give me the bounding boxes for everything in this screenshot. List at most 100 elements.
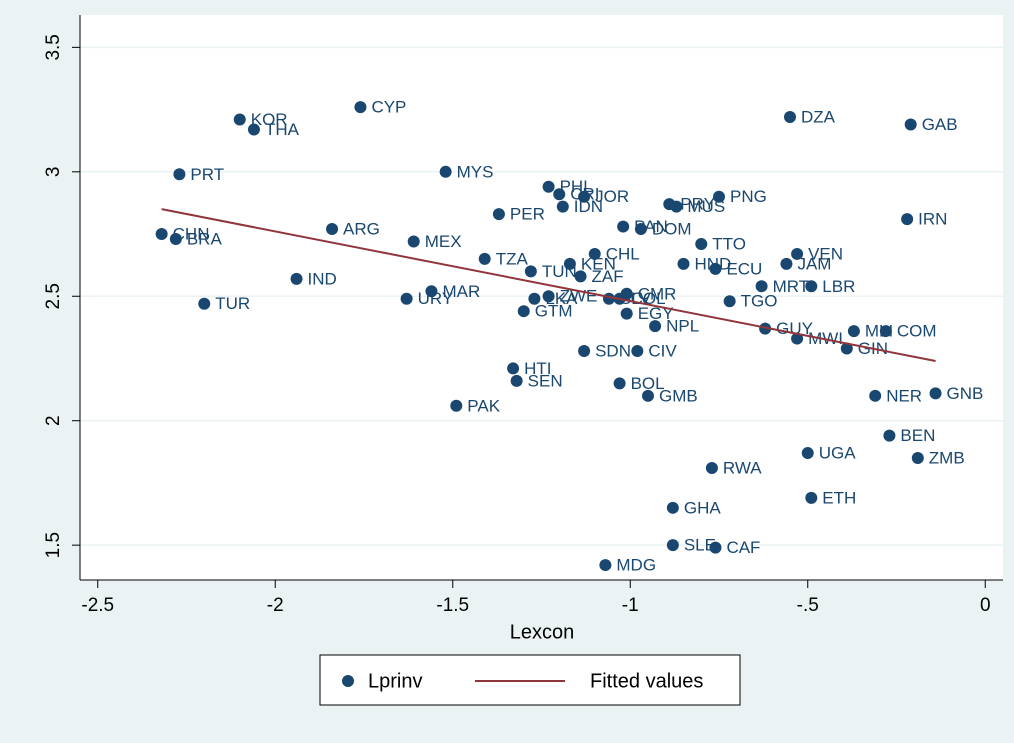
- point: [542, 290, 555, 303]
- point-label: MYS: [457, 162, 494, 181]
- point: [400, 292, 413, 305]
- point: [869, 389, 882, 402]
- point: [599, 559, 612, 572]
- point-label: DOM: [652, 220, 692, 239]
- legend-label: Lprinv: [368, 670, 422, 692]
- point-label: MUS: [687, 197, 725, 216]
- point-label: CAF: [726, 538, 760, 557]
- point: [233, 113, 246, 126]
- point-label: ECU: [726, 259, 762, 278]
- point: [713, 190, 725, 203]
- point: [805, 491, 818, 504]
- point: [879, 325, 892, 338]
- plot-region: [80, 15, 1003, 580]
- y-tick-label: 3.5: [43, 34, 64, 60]
- point-label: CIV: [648, 341, 677, 360]
- point-label: PAK: [467, 396, 500, 415]
- point-label: GTM: [535, 302, 573, 321]
- point-label: UGA: [819, 444, 857, 463]
- point: [563, 257, 576, 270]
- point: [791, 247, 804, 260]
- y-tick-label: 3: [43, 167, 64, 178]
- legend-marker: [342, 675, 354, 687]
- x-axis-title: Lexcon: [510, 621, 575, 643]
- point-label: TGO: [741, 292, 778, 311]
- x-tick-label: -1.5: [436, 595, 469, 616]
- point: [542, 180, 555, 193]
- point-label: DZA: [801, 108, 836, 127]
- point: [354, 101, 367, 114]
- point: [617, 220, 630, 233]
- point: [173, 168, 186, 181]
- point-label: MAR: [442, 282, 480, 301]
- point: [198, 297, 211, 310]
- point: [801, 447, 814, 460]
- point: [407, 235, 420, 248]
- point: [634, 223, 647, 236]
- point: [649, 320, 662, 333]
- fit-line: [161, 208, 936, 362]
- point-label: PRY: [680, 195, 715, 214]
- point-label: MEX: [425, 232, 462, 251]
- point-label: KEN: [581, 254, 616, 273]
- point: [666, 539, 679, 552]
- point: [723, 295, 736, 308]
- point: [578, 190, 591, 203]
- point-label: SDN: [595, 341, 631, 360]
- point-label: CMR: [638, 284, 677, 303]
- point: [642, 389, 654, 402]
- point: [574, 270, 587, 283]
- point: [780, 257, 793, 270]
- point: [450, 399, 463, 412]
- point: [524, 265, 537, 278]
- point-label: CYP: [371, 98, 406, 117]
- point: [911, 452, 924, 465]
- point: [478, 252, 491, 265]
- point: [439, 165, 452, 178]
- point-label: EGY: [638, 304, 674, 323]
- point: [492, 208, 505, 221]
- point-label: TUR: [215, 294, 250, 313]
- point-label: SEN: [528, 371, 563, 390]
- point-label: GNB: [947, 384, 984, 403]
- point-label: ZAF: [592, 267, 624, 286]
- point: [602, 292, 615, 305]
- point-label: KOR: [251, 110, 288, 129]
- point-label: CHL: [606, 244, 640, 263]
- point: [631, 345, 644, 358]
- point-label: GMB: [659, 386, 698, 405]
- point-label: PNG: [730, 187, 767, 206]
- x-tick-label: -.5: [797, 595, 819, 616]
- point-label: NPL: [666, 317, 699, 336]
- point-label: BRA: [187, 229, 223, 248]
- point-label: RWA: [723, 458, 762, 477]
- point-label: ZWE: [560, 287, 598, 306]
- point-label: MDG: [616, 556, 656, 575]
- point-label: BEN: [900, 426, 935, 445]
- x-tick-label: -2: [267, 595, 284, 616]
- point-label: IND: [308, 269, 337, 288]
- point: [805, 280, 818, 293]
- point: [155, 228, 168, 241]
- point: [755, 280, 768, 293]
- point-label: PRT: [190, 165, 224, 184]
- point: [588, 247, 601, 260]
- point: [901, 213, 914, 226]
- y-tick-label: 2: [43, 415, 64, 426]
- point-label: CHN: [173, 225, 210, 244]
- y-tick-label: 1.5: [43, 532, 64, 558]
- point-label: SLE: [684, 536, 716, 555]
- point: [620, 307, 633, 320]
- point-label: MRT: [773, 277, 810, 296]
- point: [847, 325, 860, 338]
- point: [169, 233, 182, 246]
- point: [666, 501, 679, 514]
- point: [784, 111, 796, 124]
- point-label: ETH: [822, 488, 856, 507]
- point-label: GUY: [776, 319, 813, 338]
- point: [290, 272, 303, 285]
- point: [517, 305, 530, 318]
- point: [613, 377, 626, 390]
- point: [507, 362, 520, 375]
